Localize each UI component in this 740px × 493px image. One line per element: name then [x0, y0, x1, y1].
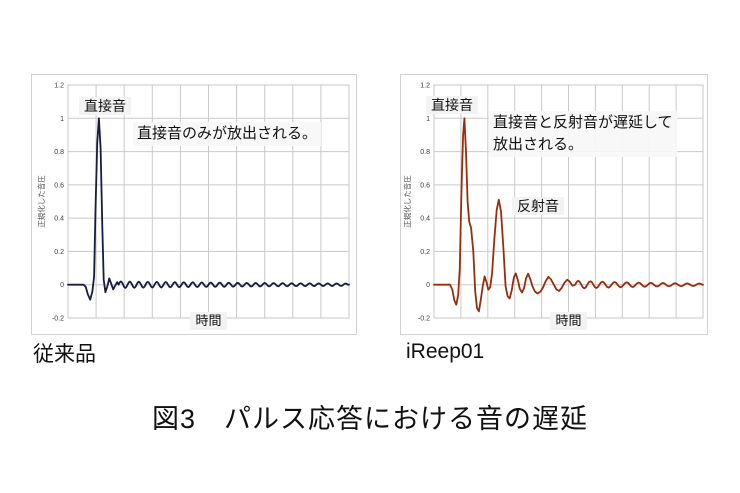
y-axis-tick-label: -0.2: [418, 316, 430, 323]
y-axis-tick-label: 0.2: [54, 249, 64, 256]
x-axis-label: 時間: [550, 312, 587, 330]
annotation-note-line1: 直接音と反射音が遅延して: [493, 114, 673, 131]
y-axis-tick-label: 0.4: [420, 216, 430, 223]
annotation-note: 直接音のみが放出される。: [133, 122, 322, 146]
figure-caption: 図3 パルス応答における音の遅延: [151, 404, 588, 434]
y-axis-tick-label: 1.2: [54, 83, 64, 90]
y-axis-tick-label: 0: [426, 282, 430, 289]
y-axis-tick-label: 0.6: [420, 182, 430, 189]
y-axis-tick-label: 0.2: [420, 249, 430, 256]
direct-sound-label: 直接音: [426, 96, 478, 114]
y-axis-tick-label: -0.2: [52, 316, 64, 323]
product-label-conventional: 従来品: [33, 343, 96, 366]
y-axis-title: 正規化した音圧: [402, 175, 412, 228]
y-axis-tick-label: 0.4: [54, 216, 64, 223]
y-axis-tick-label: 0: [60, 282, 64, 289]
waveform-line: [67, 117, 350, 301]
chart-panel-ireep01: 1.2 1 0.8 0.6 0.4 0.2 0 -0.2 正規化した音圧 直接音 直接音と反射音…: [400, 74, 708, 335]
annotation-note: 直接音と反射音が遅延して 放出される。: [489, 111, 677, 157]
y-axis-tick-label: 1.2: [420, 83, 430, 90]
y-axis-title: 正規化した音圧: [36, 175, 46, 228]
x-axis-label-wrap: 時間: [434, 312, 703, 330]
x-axis-label-wrap: 時間: [68, 312, 349, 330]
chart-panel-conventional: 1.2 1 0.8 0.6 0.4 0.2 0 -0.2 正規化した音圧 直接音 直接音のみが放…: [31, 74, 357, 335]
x-axis-label: 時間: [190, 312, 227, 330]
annotation-note-line2: 放出される。: [493, 136, 584, 153]
product-label-ireep01: iReep01: [406, 340, 485, 363]
reflected-sound-label: 反射音: [512, 197, 564, 215]
y-axis-tick-label: 1: [426, 116, 430, 123]
y-axis-tick-label: 1: [60, 116, 64, 123]
waveform-line: [433, 117, 704, 313]
y-axis-tick-label: 0.8: [420, 149, 430, 156]
direct-sound-label: 直接音: [79, 97, 131, 115]
y-axis-tick-label: 0.8: [54, 149, 64, 156]
y-axis-tick-label: 0.6: [54, 182, 64, 189]
